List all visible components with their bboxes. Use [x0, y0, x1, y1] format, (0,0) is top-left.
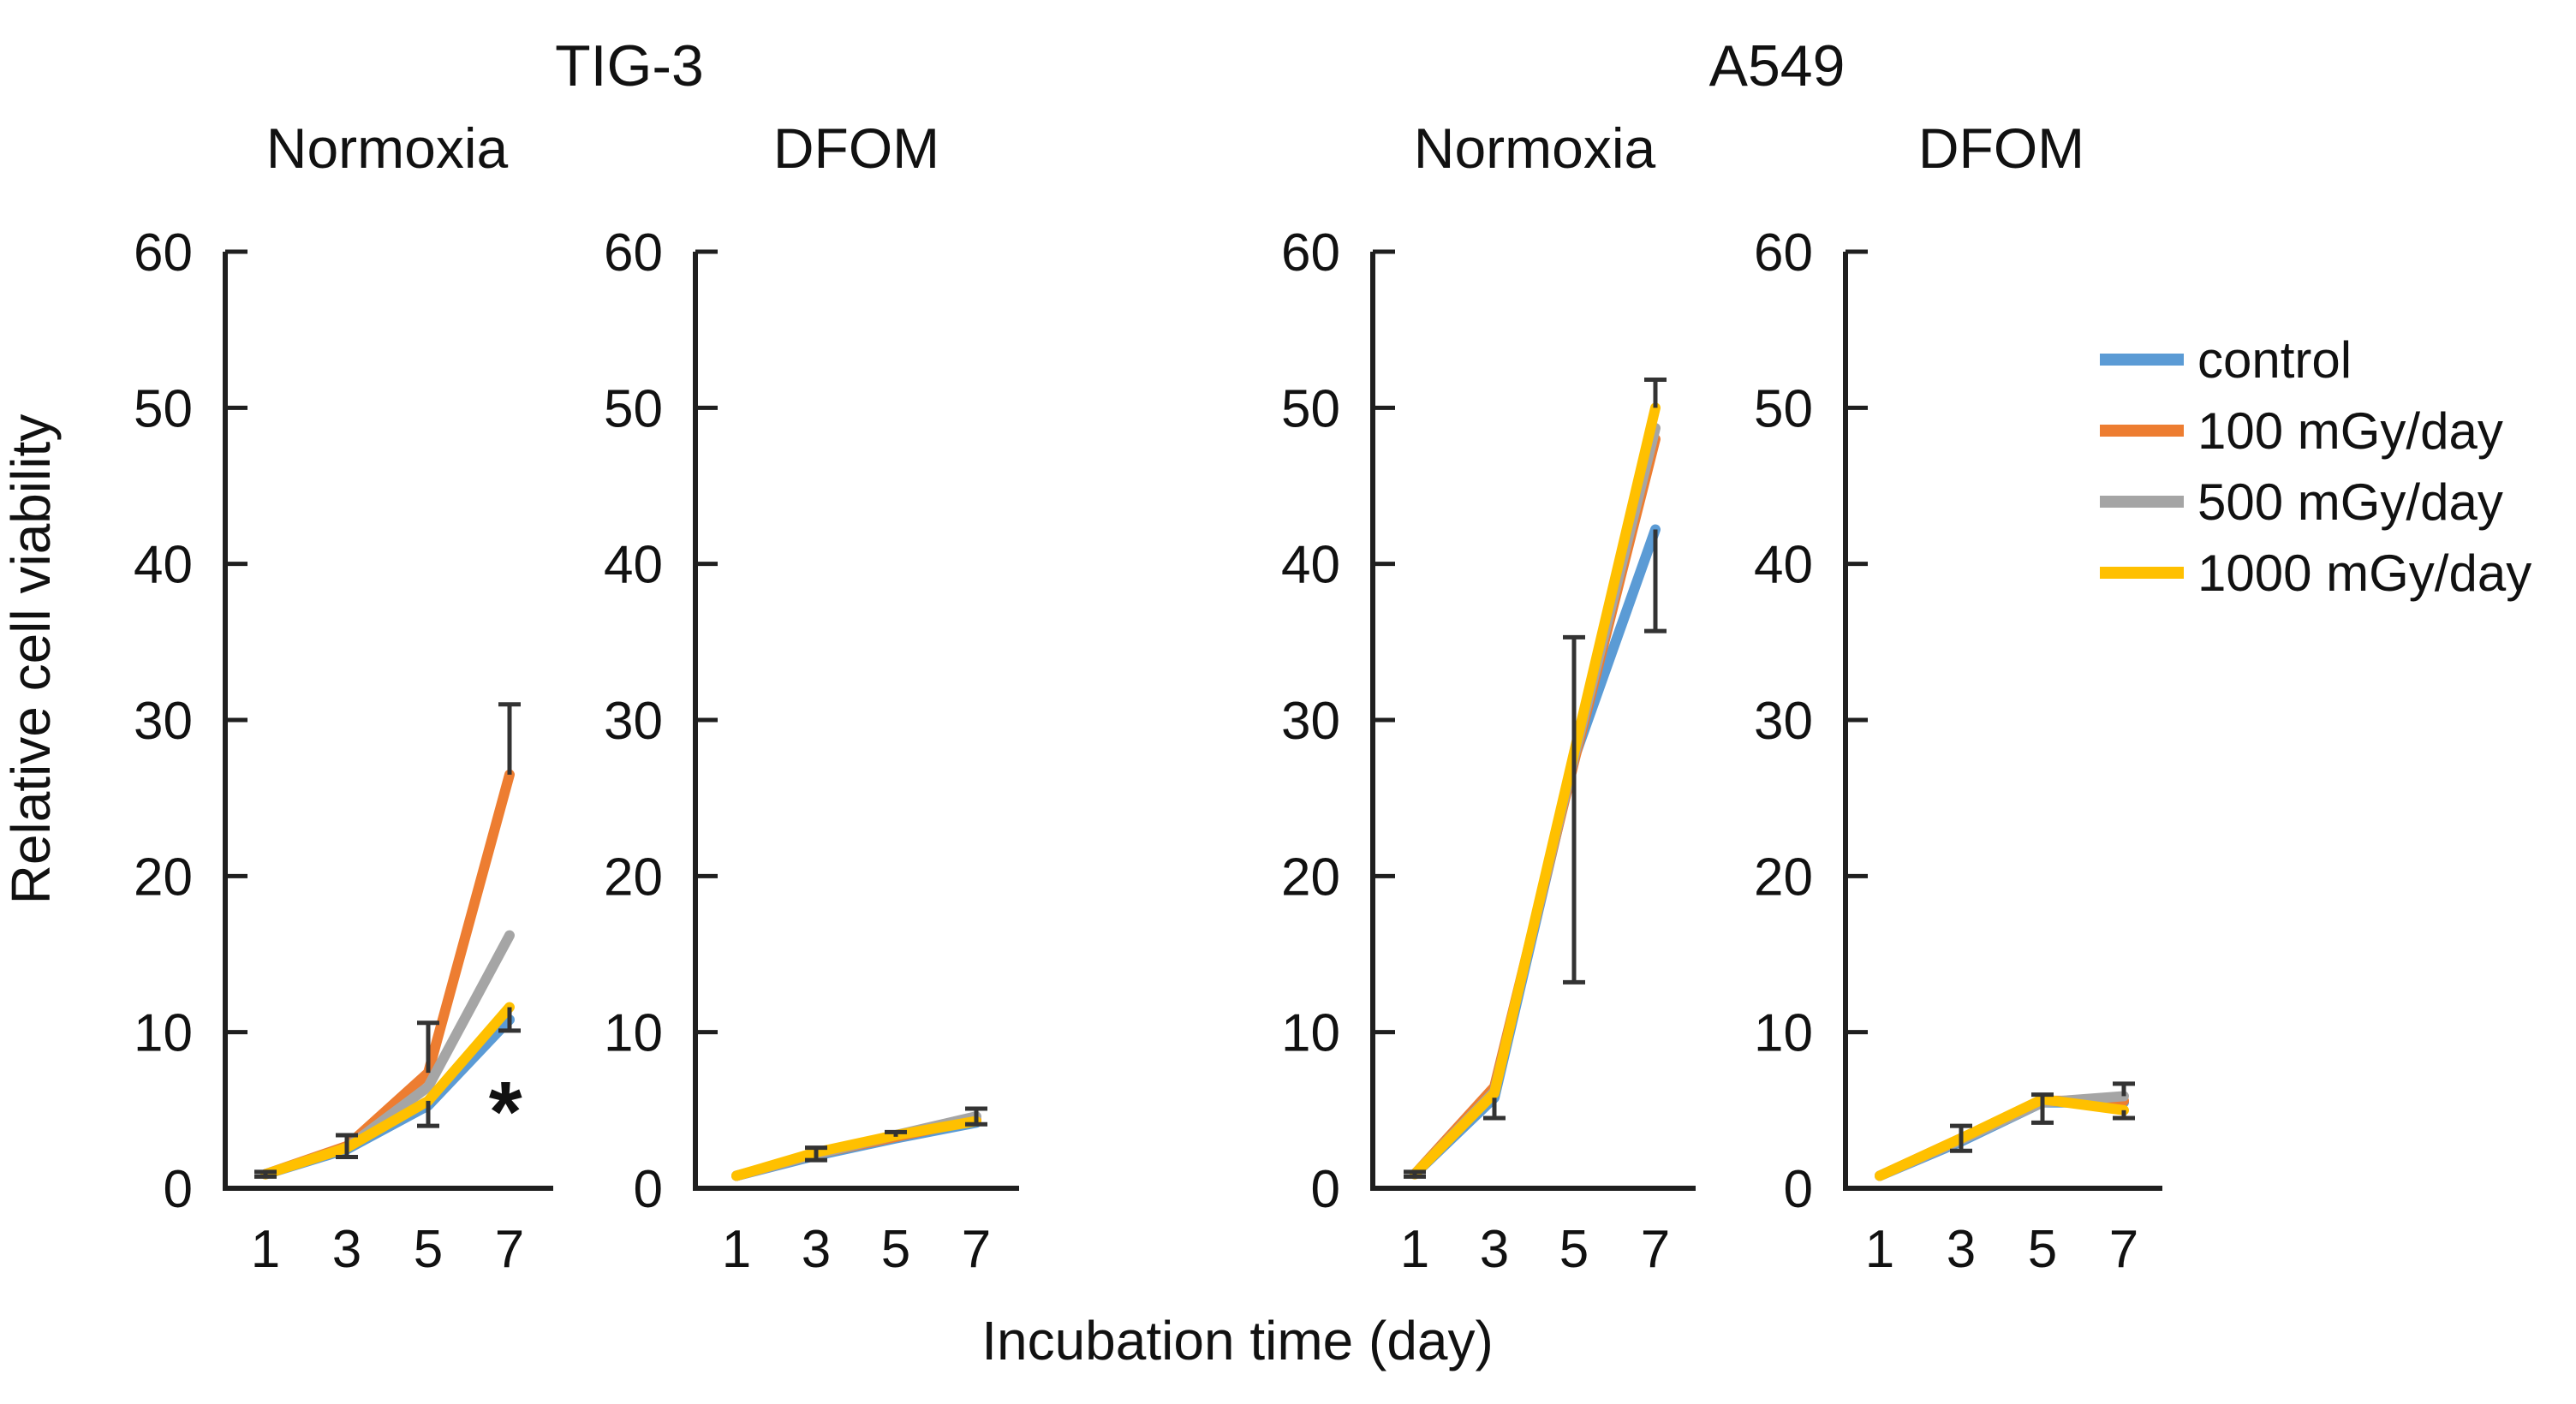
series-line-d1000	[1410, 402, 1661, 1180]
series-line-d1000	[260, 1002, 515, 1180]
panel-tig-3-normoxia: Normoxia 0 10 20 30 40 50 60 1 3 5 7 *	[134, 116, 553, 1279]
y-axis-label: Relative cell viability	[0, 414, 62, 905]
significance-asterisk: *	[489, 1064, 522, 1160]
y-tick-label: 30	[604, 692, 663, 751]
error-bar	[2031, 1092, 2054, 1125]
group-title: A549	[1709, 33, 1846, 98]
x-tick-label: 5	[2028, 1220, 2057, 1279]
error-bar	[417, 1020, 439, 1074]
y-tick-label: 40	[1754, 536, 1813, 595]
y-tick-label: 60	[604, 223, 663, 283]
y-tick-label: 20	[1754, 848, 1813, 907]
error-bar	[336, 1133, 358, 1160]
y-tick-label: 10	[1754, 1004, 1813, 1063]
y-tick-label: 0	[634, 1160, 663, 1219]
y-tick-label: 30	[1754, 692, 1813, 751]
y-tick-label: 50	[604, 379, 663, 438]
error-bar	[805, 1145, 827, 1163]
y-tick-label: 50	[1754, 379, 1813, 438]
legend-label-d1000: 1000 mGy/day	[2197, 544, 2531, 602]
error-bar	[1404, 1169, 1426, 1179]
x-tick-label: 5	[1559, 1220, 1589, 1279]
error-bar	[498, 1007, 521, 1033]
series-line-d1000	[731, 1115, 981, 1181]
panel-subtitle: DFOM	[773, 116, 939, 180]
panel-a549-dfom: DFOM 0 10 20 30 40 50 60 1 3 5 7	[1754, 116, 2162, 1279]
x-tick-label: 1	[1865, 1220, 1894, 1279]
error-bar	[1563, 634, 1585, 985]
y-tick-label: 0	[1311, 1160, 1340, 1219]
error-bar	[1950, 1123, 1972, 1153]
y-tick-label: 50	[1281, 379, 1340, 438]
x-tick-label: 7	[2109, 1220, 2138, 1279]
y-tick-label: 50	[134, 379, 193, 438]
y-tick-label: 60	[1281, 223, 1340, 283]
y-tick-label: 0	[164, 1160, 193, 1219]
y-tick-label: 20	[604, 848, 663, 907]
x-tick-label: 3	[332, 1220, 361, 1279]
x-tick-label: 3	[1480, 1220, 1509, 1279]
y-tick-label: 40	[134, 536, 193, 595]
x-tick-label: 3	[1947, 1220, 1976, 1279]
y-tick-label: 40	[1281, 536, 1340, 595]
x-tick-label: 1	[722, 1220, 751, 1279]
y-tick-label: 0	[1784, 1160, 1813, 1219]
group-title: TIG-3	[555, 33, 704, 98]
panel-subtitle: Normoxia	[266, 116, 509, 180]
y-tick-label: 10	[1281, 1004, 1340, 1063]
legend-label-d500: 500 mGy/day	[2197, 473, 2503, 531]
x-tick-label: 5	[414, 1220, 443, 1279]
error-bar	[885, 1129, 907, 1137]
error-bar	[498, 702, 521, 775]
x-tick-label: 7	[1641, 1220, 1670, 1279]
error-bar	[1644, 529, 1667, 634]
x-tick-label: 3	[802, 1220, 831, 1279]
y-tick-label: 60	[1754, 223, 1813, 283]
error-bar	[2113, 1110, 2135, 1121]
legend: control 100 mGy/day 500 mGy/day 1000 mGy/da…	[2100, 331, 2531, 602]
legend-label-d100: 100 mGy/day	[2197, 402, 2503, 460]
x-tick-label: 1	[1400, 1220, 1429, 1279]
panel-tig-3-dfom: DFOM 0 10 20 30 40 50 60 1 3 5 7	[604, 116, 1019, 1279]
x-axis-label: Incubation time (day)	[981, 1310, 1494, 1371]
panel-a549-normoxia: Normoxia 0 10 20 30 40 50 60 1 3 5 7	[1281, 116, 1696, 1279]
y-tick-label: 20	[134, 848, 193, 907]
x-tick-label: 1	[251, 1220, 280, 1279]
panel-subtitle: Normoxia	[1414, 116, 1656, 180]
error-bar	[965, 1106, 987, 1127]
error-bar	[2113, 1081, 2135, 1097]
y-tick-label: 20	[1281, 848, 1340, 907]
error-bar	[1644, 378, 1667, 408]
y-tick-label: 10	[134, 1004, 193, 1063]
x-tick-label: 7	[962, 1220, 991, 1279]
error-bar	[417, 1100, 439, 1128]
y-tick-label: 60	[134, 223, 193, 283]
x-tick-label: 5	[881, 1220, 910, 1279]
y-tick-label: 30	[1281, 692, 1340, 751]
y-tick-label: 10	[604, 1004, 663, 1063]
x-tick-label: 7	[495, 1220, 524, 1279]
series-line-d1000	[1875, 1094, 2129, 1181]
legend-label-control: control	[2197, 331, 2352, 389]
y-tick-label: 40	[604, 536, 663, 595]
error-bar	[1483, 1098, 1506, 1121]
panel-subtitle: DFOM	[1918, 116, 2084, 180]
y-tick-label: 30	[134, 692, 193, 751]
error-bar	[254, 1169, 277, 1179]
